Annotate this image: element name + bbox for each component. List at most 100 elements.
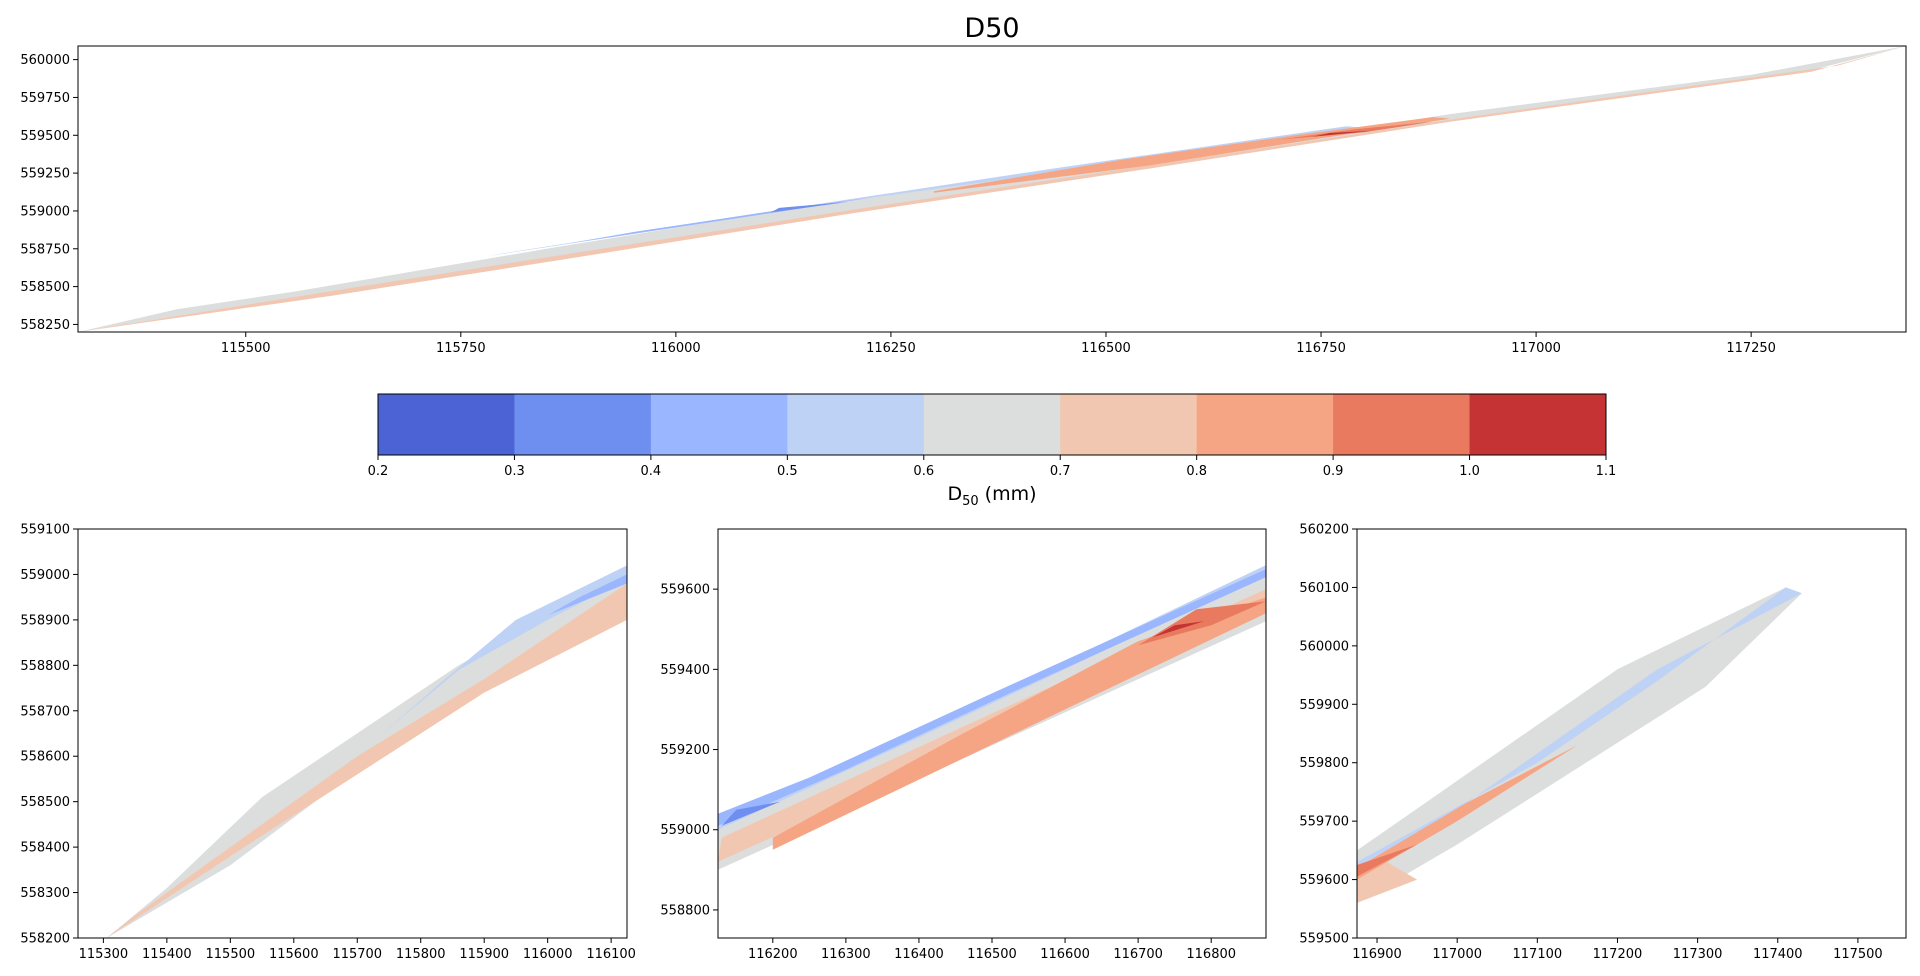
x-tick-label: 116750 <box>1296 341 1346 356</box>
x-tick-label: 115500 <box>206 947 256 962</box>
x-tick-label: 116100 <box>586 947 636 962</box>
x-tick-label: 116900 <box>1352 947 1402 962</box>
colorbar-frame <box>377 393 1607 456</box>
colorbar-tick-label: 0.2 <box>368 464 389 479</box>
colorbar-label-main: D <box>947 483 962 505</box>
contour-band-0-8 <box>772 597 1266 850</box>
y-tick-label: 558800 <box>20 659 70 674</box>
x-tick-label: 116700 <box>1113 947 1163 962</box>
bottom-center-contour-panel: 116200 116300 116400 116500 116600 116700 1168… <box>660 528 1267 962</box>
x-tick-label: 115800 <box>396 947 446 962</box>
contour-band-0-5 <box>1357 587 1802 880</box>
y-tick-label: 559600 <box>660 583 710 598</box>
x-tick-label: 117000 <box>1511 341 1561 356</box>
y-tick-label: 558700 <box>20 704 70 719</box>
x-tick-label: 116400 <box>894 947 944 962</box>
contour-band-0-4 <box>718 569 1266 826</box>
y-tick-label: 559200 <box>660 743 710 758</box>
colorbar-segment <box>1469 394 1607 455</box>
bottom-right-contour-panel: 116900 117000 117100 117200 117300 117400 1175… <box>1299 523 1907 962</box>
x-tick-label: 117300 <box>1673 947 1723 962</box>
x-tick-label: 116500 <box>1081 341 1131 356</box>
x-tick-label: 117100 <box>1513 947 1563 962</box>
y-tick-label: 558250 <box>20 318 70 333</box>
colorbar: D50 (mm) 0.2 0.3 0.4 0.5 0.6 0.7 0.8 0.9 1.0 1.1 <box>368 393 1617 509</box>
y-tick-label: 558750 <box>20 242 70 257</box>
x-tick-label: 116200 <box>748 947 798 962</box>
contour-area <box>1357 587 1802 903</box>
y-tick-label: 559000 <box>20 204 70 219</box>
colorbar-segment <box>1196 394 1334 455</box>
x-tick-label: 117400 <box>1753 947 1803 962</box>
contour-band-1 <box>1312 130 1373 137</box>
contour-band-0-7 <box>78 46 1906 332</box>
y-tick-label: 558400 <box>20 841 70 856</box>
contour-area <box>106 565 627 938</box>
y-tick-label: 558900 <box>20 613 70 628</box>
y-tick-label: 558500 <box>20 280 70 295</box>
chart-title: D50 <box>964 13 1019 44</box>
contour-band-0-8 <box>1357 745 1578 880</box>
x-tick-label: 117000 <box>1432 947 1482 962</box>
y-tick-label: 558300 <box>20 886 70 901</box>
contour-band-0-3 <box>770 201 848 213</box>
x-tick-label: 116000 <box>651 341 701 356</box>
x-tick-label: 116250 <box>866 341 916 356</box>
colorbar-tick-label: 0.7 <box>1050 464 1071 479</box>
colorbar-segment <box>923 394 1061 455</box>
contour-band-0-6 <box>1357 587 1802 903</box>
colorbar-tick-label: 1.0 <box>1459 464 1480 479</box>
x-tick-label: 115700 <box>332 947 382 962</box>
y-tick-label: 560100 <box>1299 581 1349 596</box>
x-tick-label: 116800 <box>1186 947 1236 962</box>
contour-area <box>78 46 1906 332</box>
contour-band-1 <box>1152 621 1204 638</box>
colorbar-segment <box>787 394 925 455</box>
colorbar-tick-label: 0.3 <box>504 464 525 479</box>
colorbar-tick-label: 0.5 <box>777 464 798 479</box>
colorbar-label-subscript: 50 <box>962 494 979 509</box>
y-tick-label: 560000 <box>20 53 70 68</box>
y-tick-label: 559500 <box>20 129 70 144</box>
y-tick-label: 558500 <box>20 795 70 810</box>
x-tick-label: 115600 <box>269 947 319 962</box>
x-tick-label: 115500 <box>221 341 271 356</box>
y-tick-label: 559750 <box>20 91 70 106</box>
colorbar-segment <box>378 394 515 455</box>
y-tick-label: 559000 <box>660 823 710 838</box>
contour-band-0-7 <box>106 583 627 938</box>
contour-band-0-9 <box>1357 844 1418 877</box>
bottom-left-contour-panel: 115300 115400 115500 115600 115700 115800 1159… <box>20 523 636 963</box>
contour-band-0-9 <box>1138 601 1266 646</box>
top-contour-panel: 115500 115750 116000 116250 116500 116750 1170… <box>20 45 1907 356</box>
colorbar-tick-label: 0.6 <box>913 464 934 479</box>
y-tick-label: 559700 <box>1299 815 1349 830</box>
x-tick-label: 116300 <box>821 947 871 962</box>
colorbar-segment <box>1060 394 1198 455</box>
y-tick-label: 559000 <box>20 568 70 583</box>
contour-band-0-9 <box>1278 121 1433 140</box>
x-tick-label: 115400 <box>142 947 192 962</box>
colorbar-tick-label: 0.8 <box>1186 464 1207 479</box>
x-tick-label: 117500 <box>1833 947 1883 962</box>
y-tick-label: 559250 <box>20 167 70 182</box>
y-tick-label: 559400 <box>660 663 710 678</box>
colorbar-segment <box>650 394 788 455</box>
axes-frame <box>77 45 1907 333</box>
contour-band-0-4 <box>547 574 627 616</box>
y-tick-label: 559500 <box>1299 932 1349 947</box>
colorbar-tick-label: 1.1 <box>1596 464 1617 479</box>
x-tick-label: 115900 <box>459 947 509 962</box>
x-tick-label: 116600 <box>1040 947 1090 962</box>
x-tick-label: 117250 <box>1726 341 1776 356</box>
colorbar-label-unit: (mm) <box>979 483 1037 505</box>
contour-area <box>718 565 1266 870</box>
x-tick-label: 115750 <box>436 341 486 356</box>
colorbar-segment <box>514 394 652 455</box>
colorbar-label: D50 (mm) <box>947 483 1036 509</box>
y-tick-label: 559100 <box>20 523 70 538</box>
x-tick-label: 116000 <box>523 947 573 962</box>
y-tick-label: 559800 <box>1299 756 1349 771</box>
y-tick-label: 558800 <box>660 903 710 918</box>
